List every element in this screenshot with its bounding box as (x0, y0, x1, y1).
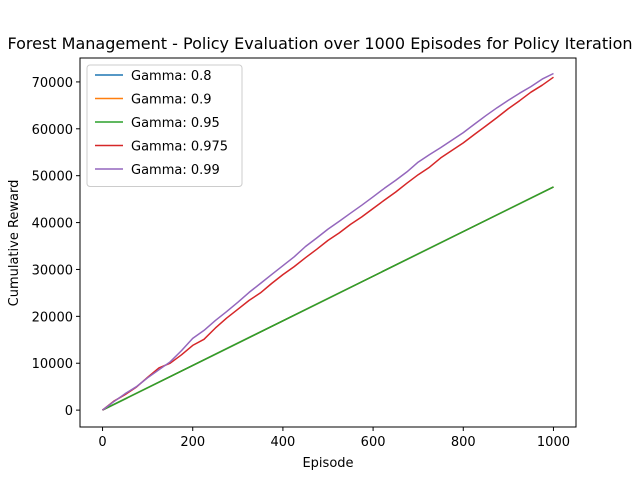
series-line-4 (102, 72, 554, 411)
y-axis-label: Cumulative Reward (7, 180, 22, 307)
x-tick-label: 0 (98, 435, 106, 450)
chart-title: Forest Management - Policy Evaluation ov… (7, 34, 632, 53)
plot-area: 0 200 400 600 800 100001000020000300004000050… (32, 57, 577, 450)
y-tick-label: 40000 (32, 217, 73, 232)
x-tick-label: 1000 (537, 435, 570, 450)
x-axis-label: Episode (302, 456, 353, 471)
legend-label: Gamma: 0.9 (131, 93, 212, 108)
axes-frame (79, 57, 577, 428)
y-tick-label: 10000 (32, 357, 73, 372)
x-tick-label: 600 (361, 435, 386, 450)
legend-box (86, 64, 243, 187)
series-line-2 (102, 186, 554, 411)
legend: Gamma: 0.8 Gamma: 0.9 Gamma: 0.95 Gamma: 0.… (86, 64, 243, 187)
y-tick-label: 30000 (32, 263, 73, 278)
x-tick-label: 400 (270, 435, 295, 450)
series-line-3 (102, 76, 554, 411)
x-tick-label: 800 (451, 435, 476, 450)
legend-label: Gamma: 0.8 (131, 69, 212, 84)
y-tick-label: 50000 (32, 170, 73, 185)
legend-label: Gamma: 0.975 (131, 140, 228, 155)
y-tick-label: 70000 (32, 76, 73, 91)
legend-label: Gamma: 0.99 (131, 163, 220, 178)
y-tick-label: 20000 (32, 310, 73, 325)
x-tick-label: 200 (180, 435, 205, 450)
legend-label: Gamma: 0.95 (131, 116, 220, 131)
y-tick-label: 60000 (32, 123, 73, 138)
y-tick-label: 0 (65, 404, 73, 419)
